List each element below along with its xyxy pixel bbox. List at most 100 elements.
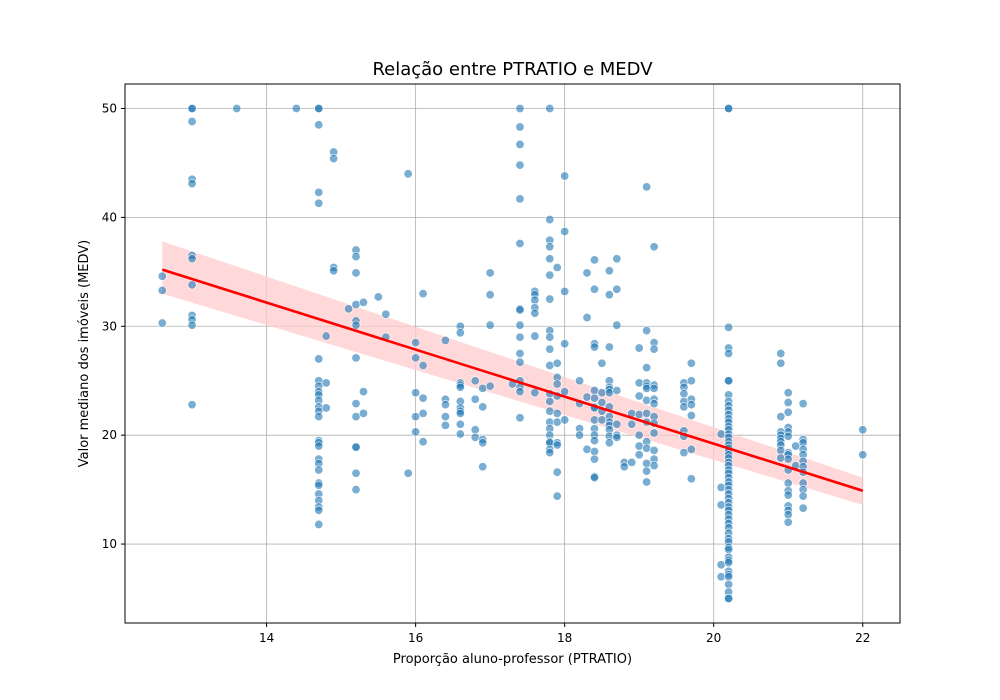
- data-point: [783, 478, 793, 488]
- data-point: [418, 393, 428, 403]
- data-point: [157, 318, 167, 328]
- data-point: [642, 466, 652, 476]
- data-point: [724, 348, 734, 358]
- data-point: [187, 320, 197, 330]
- data-point: [612, 386, 622, 396]
- data-point: [783, 454, 793, 464]
- plot-frame: [124, 83, 901, 624]
- data-point: [530, 331, 540, 341]
- data-point: [724, 572, 734, 582]
- data-point: [649, 383, 659, 393]
- data-point: [187, 104, 197, 114]
- data-point: [560, 415, 570, 425]
- data-point: [351, 252, 361, 262]
- data-point: [351, 268, 361, 278]
- data-point: [411, 427, 421, 437]
- data-point: [783, 407, 793, 417]
- data-point: [418, 437, 428, 447]
- data-point: [314, 465, 324, 475]
- data-point: [485, 268, 495, 278]
- data-point: [545, 406, 555, 416]
- data-point: [686, 358, 696, 368]
- regression-line: [161, 268, 864, 492]
- data-point: [545, 270, 555, 280]
- data-point: [470, 394, 480, 404]
- data-point: [575, 430, 585, 440]
- data-point: [545, 215, 555, 225]
- data-point: [552, 467, 562, 477]
- data-point: [440, 335, 450, 345]
- data-point: [776, 453, 786, 463]
- data-point: [612, 284, 622, 294]
- data-point: [515, 348, 525, 358]
- data-point: [776, 445, 786, 455]
- data-point: [351, 468, 361, 478]
- data-point: [321, 378, 331, 388]
- data-point: [187, 280, 197, 290]
- data-point: [470, 425, 480, 435]
- data-point: [642, 408, 652, 418]
- data-point: [649, 428, 659, 438]
- data-point: [716, 560, 726, 570]
- data-point: [552, 408, 562, 418]
- data-point: [776, 358, 786, 368]
- y-tick-label: 40: [102, 210, 117, 224]
- data-point: [634, 430, 644, 440]
- data-point: [686, 444, 696, 454]
- data-point: [329, 154, 339, 164]
- data-point: [314, 120, 324, 130]
- data-point: [552, 379, 562, 389]
- data-point: [478, 402, 488, 412]
- data-point: [634, 378, 644, 388]
- data-point: [724, 579, 734, 589]
- data-point: [351, 299, 361, 309]
- data-point: [411, 412, 421, 422]
- data-point: [314, 354, 324, 364]
- data-point: [515, 320, 525, 330]
- data-point: [649, 242, 659, 252]
- data-point: [776, 348, 786, 358]
- data-point: [634, 343, 644, 353]
- data-point: [440, 412, 450, 422]
- data-point: [582, 313, 592, 323]
- y-tick-label: 50: [102, 102, 117, 116]
- data-point: [515, 387, 525, 397]
- x-axis-ticks: 14 16 18 20 22: [259, 623, 870, 645]
- data-point: [724, 593, 734, 603]
- x-tick-label: 18: [557, 631, 572, 645]
- data-point: [589, 255, 599, 265]
- x-tick-label: 20: [706, 631, 721, 645]
- data-point: [314, 104, 324, 114]
- data-point: [589, 342, 599, 352]
- data-point: [642, 395, 652, 405]
- data-point: [440, 420, 450, 430]
- data-point: [411, 338, 421, 348]
- data-point: [485, 320, 495, 330]
- data-point: [858, 450, 868, 460]
- data-point: [515, 357, 525, 367]
- data-point: [619, 462, 629, 472]
- x-axis-label: Proporção aluno-professor (PTRATIO): [393, 652, 632, 667]
- data-point: [314, 505, 324, 515]
- data-point: [679, 402, 689, 412]
- data-point: [515, 104, 525, 114]
- data-point: [716, 482, 726, 492]
- data-point: [552, 440, 562, 450]
- data-point: [560, 171, 570, 181]
- data-point: [575, 376, 585, 386]
- y-tick-label: 30: [102, 319, 117, 333]
- data-point: [545, 396, 555, 406]
- data-point: [783, 490, 793, 500]
- data-point: [351, 320, 361, 330]
- data-point: [381, 309, 391, 319]
- data-point: [724, 558, 734, 568]
- data-point: [776, 412, 786, 422]
- data-point: [612, 432, 622, 442]
- data-point: [187, 179, 197, 189]
- data-point: [314, 480, 324, 490]
- data-point: [858, 425, 868, 435]
- data-point: [314, 198, 324, 208]
- chart-title: Relação entre PTRATIO e MEDV: [372, 59, 653, 80]
- data-point: [783, 510, 793, 520]
